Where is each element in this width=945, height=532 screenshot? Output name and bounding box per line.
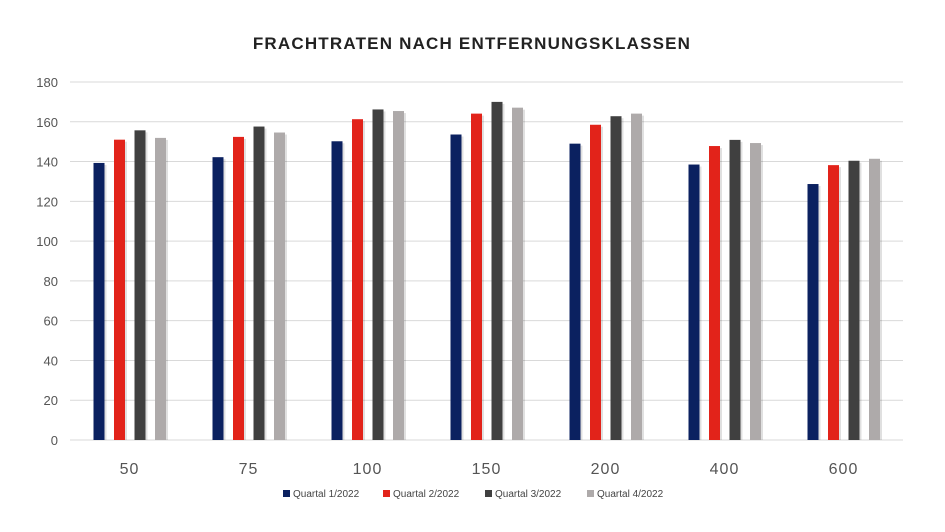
- bar-400-q3: [729, 139, 741, 441]
- bar-600-q1: [807, 184, 819, 440]
- y-tick-label: 20: [44, 393, 58, 408]
- bar-100-q4: [393, 111, 404, 440]
- legend-swatch: [485, 490, 492, 497]
- x-tick-label: 600: [829, 461, 859, 478]
- bar-75-q3: [253, 126, 265, 440]
- bar-400-q1: [688, 164, 700, 441]
- y-tick-label: 80: [44, 274, 58, 289]
- legend-label: Quartal 1/2022: [293, 489, 360, 500]
- y-tick-label: 40: [44, 353, 58, 368]
- bar-75-q4: [274, 132, 285, 441]
- bar-100-q1: [331, 141, 343, 440]
- bar-75-q1: [212, 157, 224, 440]
- y-tick-label: 60: [44, 314, 58, 329]
- bar-50-q3: [134, 130, 146, 440]
- bar-100-q2: [352, 119, 363, 440]
- bar-50-q2: [114, 139, 125, 440]
- bar-200-q3: [610, 116, 622, 440]
- y-tick-label: 160: [36, 115, 58, 130]
- y-tick-label: 0: [51, 433, 58, 448]
- legend-swatch: [283, 490, 290, 497]
- legend-swatch: [383, 490, 390, 497]
- bar-50-q4: [155, 137, 166, 441]
- legend-label: Quartal 2/2022: [393, 489, 460, 500]
- y-tick-label: 140: [36, 155, 58, 170]
- legend-swatch: [587, 490, 594, 497]
- bar-600-q4: [869, 158, 880, 440]
- x-tick-label: 400: [710, 461, 740, 478]
- bar-200-q4: [631, 113, 642, 440]
- bar-50-q1: [93, 162, 105, 440]
- bar-100-q3: [372, 109, 384, 441]
- bar-600-q2: [828, 165, 839, 440]
- y-tick-label: 100: [36, 234, 58, 249]
- x-tick-label: 100: [353, 461, 383, 478]
- x-tick-label: 50: [120, 461, 140, 478]
- bar-150-q1: [450, 134, 462, 441]
- legend-label: Quartal 3/2022: [495, 489, 562, 500]
- x-tick-label: 150: [472, 461, 502, 478]
- bar-200-q1: [569, 143, 581, 440]
- bar-150-q4: [512, 107, 523, 440]
- legend-label: Quartal 4/2022: [597, 489, 664, 500]
- bar-150-q3: [491, 101, 503, 440]
- y-tick-label: 120: [36, 194, 58, 209]
- bar-200-q2: [590, 124, 601, 440]
- bar-75-q2: [233, 136, 244, 441]
- bar-150-q2: [471, 113, 482, 440]
- bar-600-q3: [848, 160, 860, 440]
- y-tick-label: 180: [36, 75, 58, 90]
- bar-400-q4: [750, 143, 761, 440]
- bar-400-q2: [709, 146, 720, 440]
- x-tick-label: 200: [591, 461, 621, 478]
- x-tick-label: 75: [239, 461, 259, 478]
- chart-title: FRACHTRATEN NACH ENTFERNUNGSKLASSEN: [253, 34, 691, 53]
